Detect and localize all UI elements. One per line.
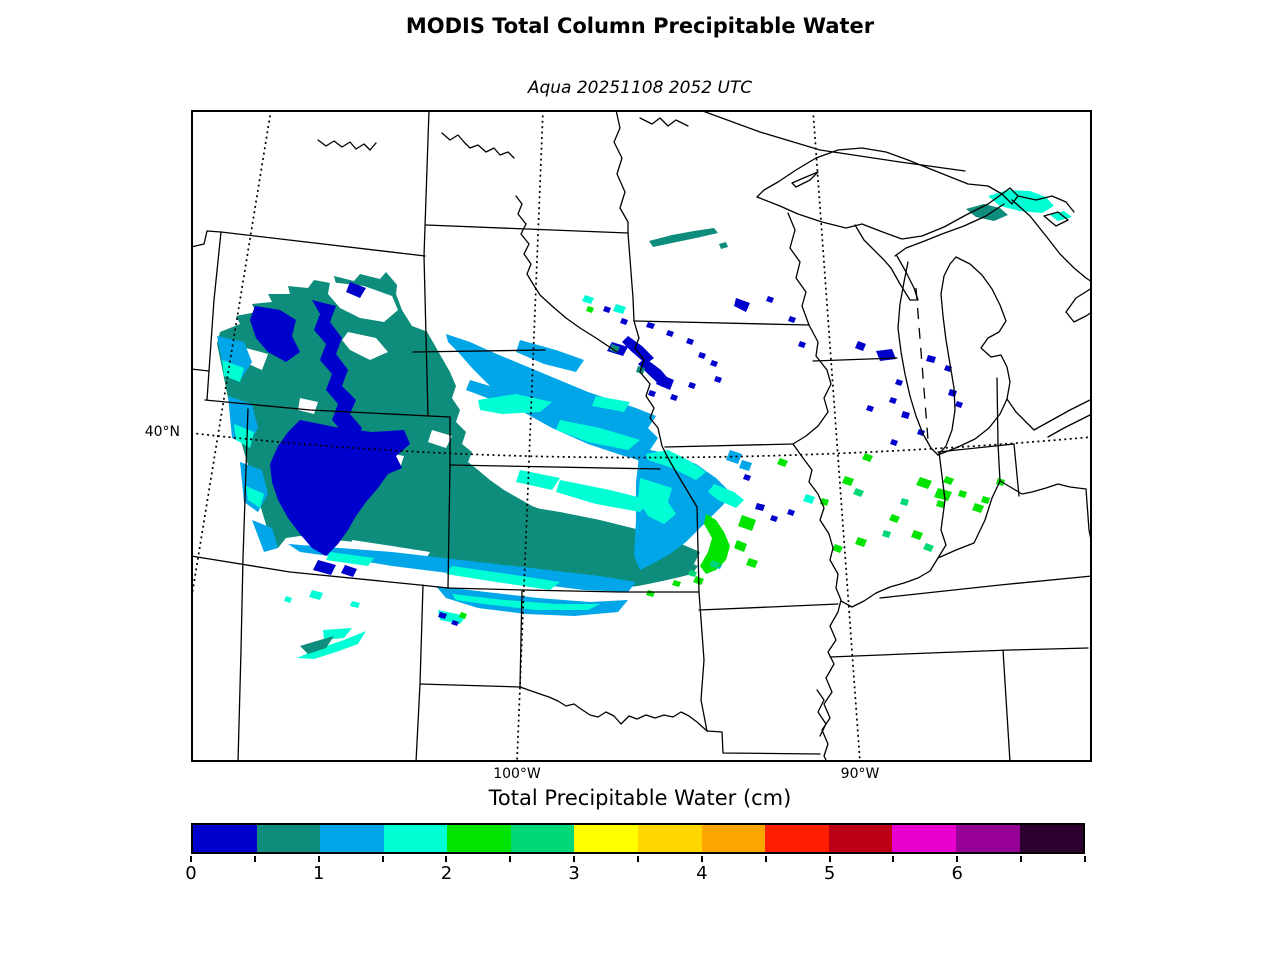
- colorbar-tick: [509, 856, 512, 862]
- colorbar-tick-label: 2: [440, 863, 453, 884]
- colorbar-segments: [191, 823, 1085, 854]
- subtitle: Aqua 20251108 2052 UTC: [527, 78, 753, 98]
- colorbar-segment: [193, 825, 257, 852]
- colorbar-segment: [383, 825, 448, 852]
- lon-tick-label-90w: 90°W: [840, 766, 880, 782]
- colorbar-tick: [445, 856, 448, 862]
- map-frame: [191, 110, 1092, 762]
- lon-tick-label-100w: 100°W: [493, 766, 541, 782]
- colorbar-tick-label: 4: [696, 863, 708, 884]
- colorbar-tick-labels: 0 1 2 3 4 5 6: [185, 863, 1085, 885]
- colorbar-tick: [1020, 856, 1023, 862]
- colorbar-segment: [701, 825, 766, 852]
- meridian-110w: [191, 110, 272, 602]
- colorbar-segment: [447, 825, 511, 852]
- colorbar-tick: [253, 856, 256, 862]
- page-title: MODIS Total Column Precipitable Water: [405, 14, 875, 38]
- colorbar-tick: [573, 856, 576, 862]
- colorbar-segment: [765, 825, 829, 852]
- colorbar-ticks: [190, 856, 1086, 862]
- colorbar-tick-label: 0: [185, 863, 197, 884]
- swath-springgreen-areas: [688, 488, 934, 577]
- colorbar-tick-label: 6: [951, 863, 964, 884]
- colorbar-tick-label: 3: [568, 863, 580, 884]
- map-canvas: [191, 110, 1092, 762]
- meridian-90w: [812, 110, 861, 762]
- colorbar-tick: [190, 856, 192, 862]
- colorbar-tick: [764, 856, 767, 862]
- colorbar-segment: [256, 825, 321, 852]
- colorbar-segment: [955, 825, 1020, 852]
- colorbar-tick: [1084, 856, 1086, 862]
- lake-michigan-dashed-boundary: [915, 287, 929, 441]
- colorbar-segment: [510, 825, 575, 852]
- colorbar-tick: [828, 856, 831, 862]
- graticule: [191, 110, 1092, 762]
- swath-cyan-areas: [222, 190, 1072, 659]
- colorbar-segment: [320, 825, 384, 852]
- meridian-100w: [516, 110, 544, 762]
- colorbar-tick-label: 1: [312, 863, 325, 884]
- map-svg: [191, 110, 1092, 762]
- colorbar-segment: [1019, 825, 1084, 852]
- colorbar-tick: [892, 856, 895, 862]
- colorbar-tick: [637, 856, 639, 862]
- colorbar-tick: [317, 856, 320, 862]
- colorbar-tick: [956, 856, 959, 862]
- lat-tick-label-40n: 40°N: [144, 424, 180, 440]
- state-borders: [191, 110, 1092, 762]
- colorbar-tick-label: 5: [823, 863, 836, 884]
- colorbar-tick: [700, 856, 703, 862]
- swath-darkblue-areas: [250, 282, 963, 626]
- colorbar-segment: [892, 825, 956, 852]
- colorbar-segment: [638, 825, 702, 852]
- colorbar-segment: [828, 825, 893, 852]
- colorbar-segment: [574, 825, 639, 852]
- colorbar-label: Total Precipitable Water (cm): [488, 786, 792, 810]
- colorbar-tick: [381, 856, 384, 862]
